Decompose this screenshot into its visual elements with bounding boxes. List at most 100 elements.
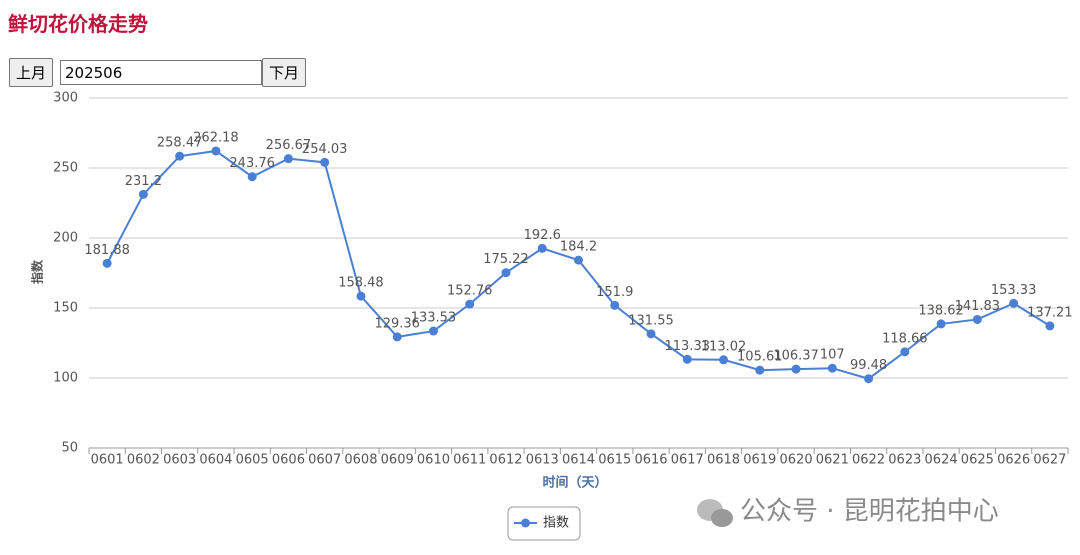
data-point: [900, 347, 910, 357]
data-point: [211, 146, 221, 156]
data-point: [827, 363, 837, 373]
data-label: 181.88: [84, 243, 130, 258]
month-input[interactable]: [60, 60, 262, 85]
data-label: 105.61: [737, 350, 783, 365]
legend-box: [507, 506, 581, 541]
y-tick-label: 50: [61, 441, 78, 456]
data-point: [247, 172, 257, 182]
prev-month-button[interactable]: 上月: [9, 58, 54, 87]
y-tick-label: 300: [53, 91, 78, 106]
x-tick-label: 0604: [199, 453, 232, 468]
x-tick-label: 0618: [707, 453, 740, 468]
x-axis-label: 时间（天）: [542, 475, 607, 491]
x-tick-label: 0601: [91, 453, 124, 468]
x-tick-label: 0612: [489, 453, 522, 468]
data-point: [719, 355, 729, 365]
data-point: [283, 154, 293, 164]
x-tick-label: 0605: [236, 453, 269, 468]
data-label: 158.48: [338, 276, 384, 291]
data-label: 113.33: [665, 339, 711, 354]
legend-swatch-dot: [521, 518, 530, 528]
x-tick-label: 0608: [344, 453, 377, 468]
x-tick-label: 0627: [1033, 453, 1066, 468]
x-tick-label: 0619: [743, 453, 776, 468]
data-point: [501, 268, 511, 278]
x-tick-label: 0624: [925, 453, 958, 468]
x-tick-label: 0602: [127, 453, 160, 468]
data-point: [610, 300, 620, 310]
y-tick-label: 200: [53, 231, 78, 246]
data-label: 99.48: [850, 358, 887, 373]
data-point: [428, 326, 438, 336]
data-point: [1009, 298, 1019, 308]
data-point: [465, 299, 475, 309]
data-label: 129.36: [374, 316, 420, 331]
x-tick-label: 0617: [671, 453, 704, 468]
x-tick-label: 0626: [997, 453, 1030, 468]
data-label: 258.47: [157, 136, 203, 151]
data-point: [320, 157, 330, 167]
x-tick-label: 0615: [598, 453, 631, 468]
x-tick-label: 0603: [163, 453, 196, 468]
data-label: 137.21: [1027, 305, 1073, 320]
data-point: [175, 151, 185, 161]
data-label: 153.33: [991, 283, 1037, 298]
data-point: [138, 189, 148, 199]
x-tick-label: 0614: [562, 453, 595, 468]
data-point: [356, 291, 366, 301]
data-label: 131.55: [628, 313, 674, 328]
y-tick-label: 150: [53, 301, 78, 316]
data-label: 151.9: [596, 285, 633, 300]
legend-label: 指数: [543, 516, 569, 531]
data-point: [972, 314, 982, 324]
data-label: 256.67: [266, 138, 312, 153]
data-point: [1045, 321, 1055, 331]
x-tick-label: 0609: [381, 453, 414, 468]
x-tick-label: 0625: [961, 453, 994, 468]
y-tick-label: 250: [53, 161, 78, 176]
x-tick-label: 0611: [453, 453, 486, 468]
x-tick-label: 0613: [526, 453, 559, 468]
data-label: 254.03: [302, 142, 348, 157]
data-label: 192.6: [524, 228, 561, 243]
data-point: [755, 365, 765, 375]
x-tick-label: 0606: [272, 453, 305, 468]
data-label: 175.22: [483, 252, 529, 267]
watermark: 公众号 · 昆明花拍中心: [740, 497, 999, 527]
data-point: [791, 364, 801, 374]
data-label: 133.53: [411, 311, 457, 326]
data-point: [102, 258, 112, 268]
data-label: 138.62: [918, 303, 964, 318]
page-title: 鲜切花价格走势: [8, 12, 148, 36]
y-axis-label: 指数: [30, 259, 45, 284]
data-point: [574, 255, 583, 265]
data-label: 231.2: [125, 174, 162, 189]
next-month-button[interactable]: 下月: [262, 58, 307, 87]
data-point: [646, 329, 656, 339]
data-label: 243.76: [229, 156, 275, 171]
y-tick-label: 100: [53, 371, 78, 386]
data-label: 113.02: [701, 339, 747, 354]
x-tick-label: 0610: [417, 453, 450, 468]
data-point: [936, 319, 946, 329]
x-tick-label: 0620: [780, 453, 813, 468]
data-label: 107: [820, 348, 845, 363]
data-point: [392, 332, 402, 342]
data-label: 152.76: [447, 284, 493, 299]
x-tick-label: 0622: [852, 453, 885, 468]
data-point: [537, 243, 547, 253]
data-label: 262.18: [193, 130, 239, 145]
x-tick-label: 0616: [634, 453, 667, 468]
data-label: 106.37: [773, 349, 819, 364]
data-label: 141.83: [955, 299, 1001, 314]
legend: 指数: [507, 506, 581, 541]
x-tick-label: 0623: [888, 453, 921, 468]
wechat-icon: [697, 499, 733, 527]
data-point: [682, 354, 692, 364]
x-tick-label: 0607: [308, 453, 341, 468]
data-label: 184.2: [560, 240, 597, 255]
data-label: 118.66: [882, 331, 928, 346]
data-point: [864, 374, 874, 384]
